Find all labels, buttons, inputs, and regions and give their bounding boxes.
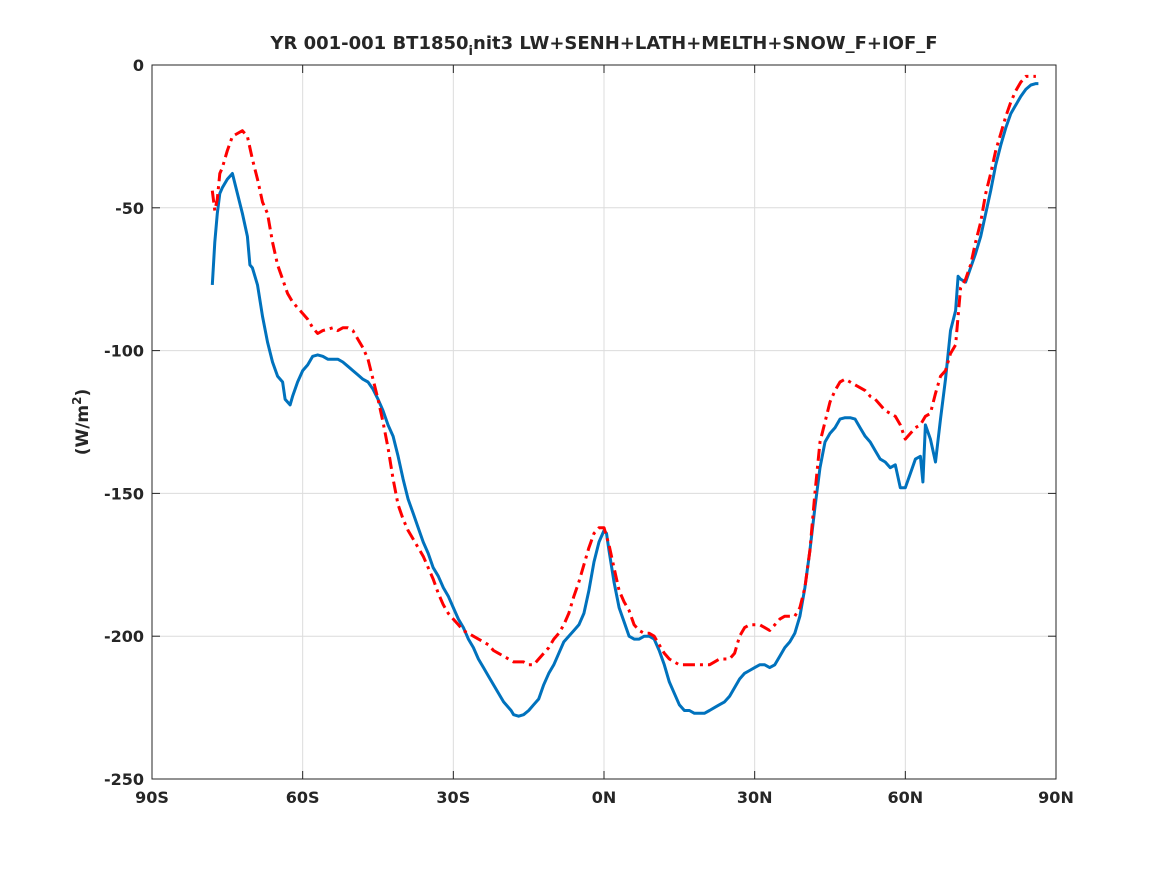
y-tick-labels: 0 -50 -100 -150 -200 -250 xyxy=(104,56,144,789)
series-line-1 xyxy=(210,82,1039,718)
x-tick-label: 0N xyxy=(592,788,617,807)
y-tick-label: -200 xyxy=(104,627,144,646)
chart-title-rest: nit3 LW+SENH+LATH+MELTH+SNOW_F+IOF_F xyxy=(473,33,938,54)
x-tick-label: 90N xyxy=(1038,788,1074,807)
y-tick-label: -250 xyxy=(104,770,144,789)
y-tick-label: -50 xyxy=(115,199,144,218)
x-tick-label: 90S xyxy=(135,788,169,807)
series-line-2 xyxy=(210,74,1036,667)
chart-title-main: YR 001-001 BT1850 xyxy=(269,33,468,54)
y-tick-label: -100 xyxy=(104,342,144,361)
grid-lines xyxy=(152,65,1056,779)
y-axis-label-end: ) xyxy=(73,389,93,397)
x-tick-label: 60N xyxy=(888,788,924,807)
y-tick-label: 0 xyxy=(133,56,144,75)
y-axis-label: (W/m2) xyxy=(70,389,93,456)
y-axis-label-main: (W/m xyxy=(73,405,93,455)
x-tick-label: 30N xyxy=(737,788,773,807)
y-tick-label: -150 xyxy=(104,484,144,503)
x-tick-labels: 90S 60S 30S 0N 30N 60N 90N xyxy=(135,788,1074,807)
chart-title: YR 001-001 BT1850init3 LW+SENH+LATH+MELT… xyxy=(269,33,937,59)
x-tick-label: 60S xyxy=(286,788,320,807)
chart-title-subscript: i xyxy=(469,44,473,59)
series-layer xyxy=(210,74,1039,718)
x-tick-label: 30S xyxy=(436,788,470,807)
axis-ticks xyxy=(151,64,1057,780)
y-axis-label-superscript: 2 xyxy=(70,396,84,404)
